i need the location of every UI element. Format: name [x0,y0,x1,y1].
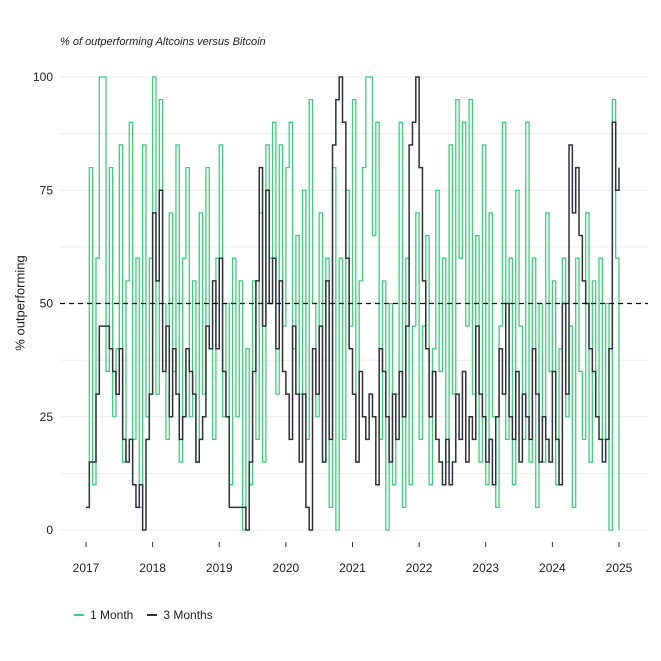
series-lines [86,76,620,531]
x-tick-label: 2024 [539,561,566,575]
y-tick-label: 100 [33,70,53,84]
x-tick-label: 2019 [206,561,233,575]
y-tick-labels: 0 25 50 75 100 [33,70,53,537]
x-tick-label: 2017 [73,561,100,575]
x-tick-label: 2021 [339,561,366,575]
legend-item-1-month[interactable]: 1 Month [74,608,133,622]
series-line-1-month [86,76,620,531]
x-tick-label: 2025 [606,561,633,575]
legend-label-3-months: 3 Months [163,608,213,622]
chart-title: % of outperforming Altcoins versus Bitco… [60,36,266,48]
legend-swatch-3-months [147,614,158,616]
x-tick-label: 2022 [406,561,433,575]
legend-item-3-months[interactable]: 3 Months [147,608,213,622]
series-line-3-months [86,76,620,531]
x-tick-label: 2023 [472,561,499,575]
x-tick-label: 2020 [273,561,300,575]
x-tick-labels: 2017 2018 2019 2020 2021 2022 2023 2024 2025 [73,542,633,575]
legend-label-1-month: 1 Month [90,608,134,622]
legend-swatch-1-month [74,614,84,616]
legend: 1 Month 3 Months [74,608,213,622]
grid-lines [60,76,648,531]
y-tick-label: 25 [40,410,54,424]
y-tick-label: 50 [40,297,54,311]
x-tick-label: 2018 [139,561,166,575]
y-tick-label: 0 [46,523,53,537]
y-tick-label: 75 [40,183,54,197]
